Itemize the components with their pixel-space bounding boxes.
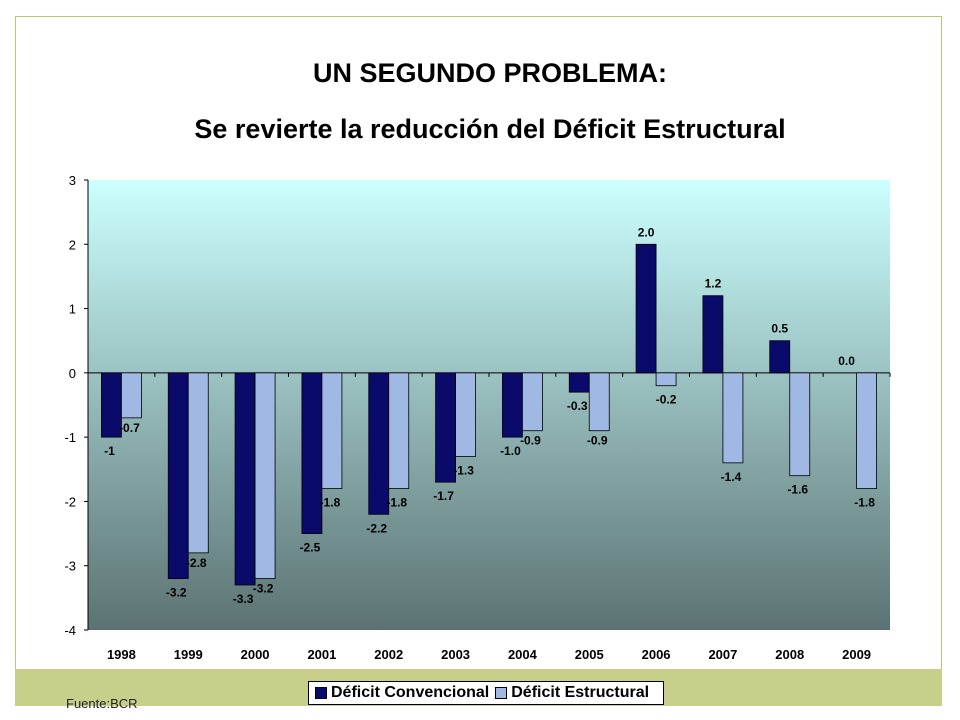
data-label-structural: -0.2 [656,393,677,407]
legend: Déficit Convencional Déficit Estructural [308,681,664,705]
bar-conventional [502,372,523,438]
data-label-structural: -1.3 [453,463,474,477]
bar-structural [655,372,677,387]
y-tick-label: -1 [64,430,76,445]
legend-label-structural: Déficit Estructural [511,684,650,701]
x-tick-label: 1998 [107,647,136,662]
x-tick-label: 2009 [842,647,871,662]
data-label-conventional: -1 [104,444,115,458]
bar-structural [455,372,476,457]
data-label-structural: -1.6 [787,483,808,497]
data-label-conventional: -0.3 [567,399,588,413]
data-label-conventional: 0.0 [838,354,855,368]
bar-conventional [234,372,256,586]
bar-structural [522,372,543,432]
y-tick-label: -3 [64,559,76,574]
data-label-conventional: 2.0 [638,225,655,239]
bar-conventional [167,372,189,579]
bar-structural [856,372,877,489]
legend-item-structural: Déficit Estructural [495,684,649,702]
bar-structural [789,372,811,477]
bar-structural [254,372,276,579]
y-tick-label: 1 [69,302,76,317]
x-tick-label: 2001 [307,647,336,662]
bar-conventional [702,295,724,374]
chart-subtitle: Se revierte la reducción del Déficit Est… [194,114,786,144]
data-label-conventional: -3.3 [233,592,254,606]
data-label-structural: -0.9 [520,434,541,448]
bar-structural [388,372,410,489]
bar-structural [321,372,343,489]
data-label-conventional: 1.2 [705,277,722,291]
y-tick-label: 3 [69,173,76,188]
y-tick-label: -4 [64,623,76,638]
x-tick-label: 2007 [708,647,737,662]
x-tick-label: 2008 [775,647,804,662]
legend-label-conventional: Déficit Convencional [331,684,490,701]
chart-title: UN SEGUNDO PROBLEMA: [312,58,667,88]
y-tick-label: 0 [69,366,76,381]
data-label-structural: -3.2 [253,582,274,596]
legend-item-conventional: Déficit Convencional [315,684,489,702]
x-tick-label: 2002 [374,647,403,662]
data-label-structural: -2.8 [186,556,207,570]
data-label-conventional: 0.5 [771,322,788,336]
x-tick-label: 2003 [441,647,470,662]
bar-structural [588,372,610,432]
bar-conventional [568,372,590,393]
bar-structural [187,372,209,554]
legend-swatch-conventional [315,687,327,699]
data-label-conventional: -2.2 [366,521,387,535]
data-label-structural: -1.4 [721,470,742,484]
data-label-conventional: -3.2 [166,586,187,600]
data-label-conventional: -1.0 [500,444,521,458]
y-tick-label: -2 [64,494,76,509]
bar-conventional [635,243,657,374]
data-label-structural: -0.7 [119,421,140,435]
data-label-structural: -0.9 [587,434,608,448]
bar-conventional [769,340,791,374]
data-label-conventional: -1.7 [433,489,454,503]
x-tick-label: 2004 [508,647,538,662]
x-tick-label: 2005 [575,647,604,662]
y-tick-label: 2 [69,237,76,252]
bar-structural [121,372,142,419]
x-tick-label: 1999 [174,647,203,662]
bar-conventional [368,372,390,515]
x-tick-label: 2000 [241,647,270,662]
data-label-structural: -1.8 [854,496,875,510]
data-label-conventional: -2.5 [300,541,321,555]
plot-area [88,180,890,630]
legend-swatch-structural [495,687,508,699]
source-note: Fuente:BCR [66,696,138,711]
data-label-structural: -1.8 [320,496,341,510]
x-tick-label: 2006 [642,647,671,662]
data-label-structural: -1.8 [386,496,407,510]
bar-structural [722,372,744,464]
